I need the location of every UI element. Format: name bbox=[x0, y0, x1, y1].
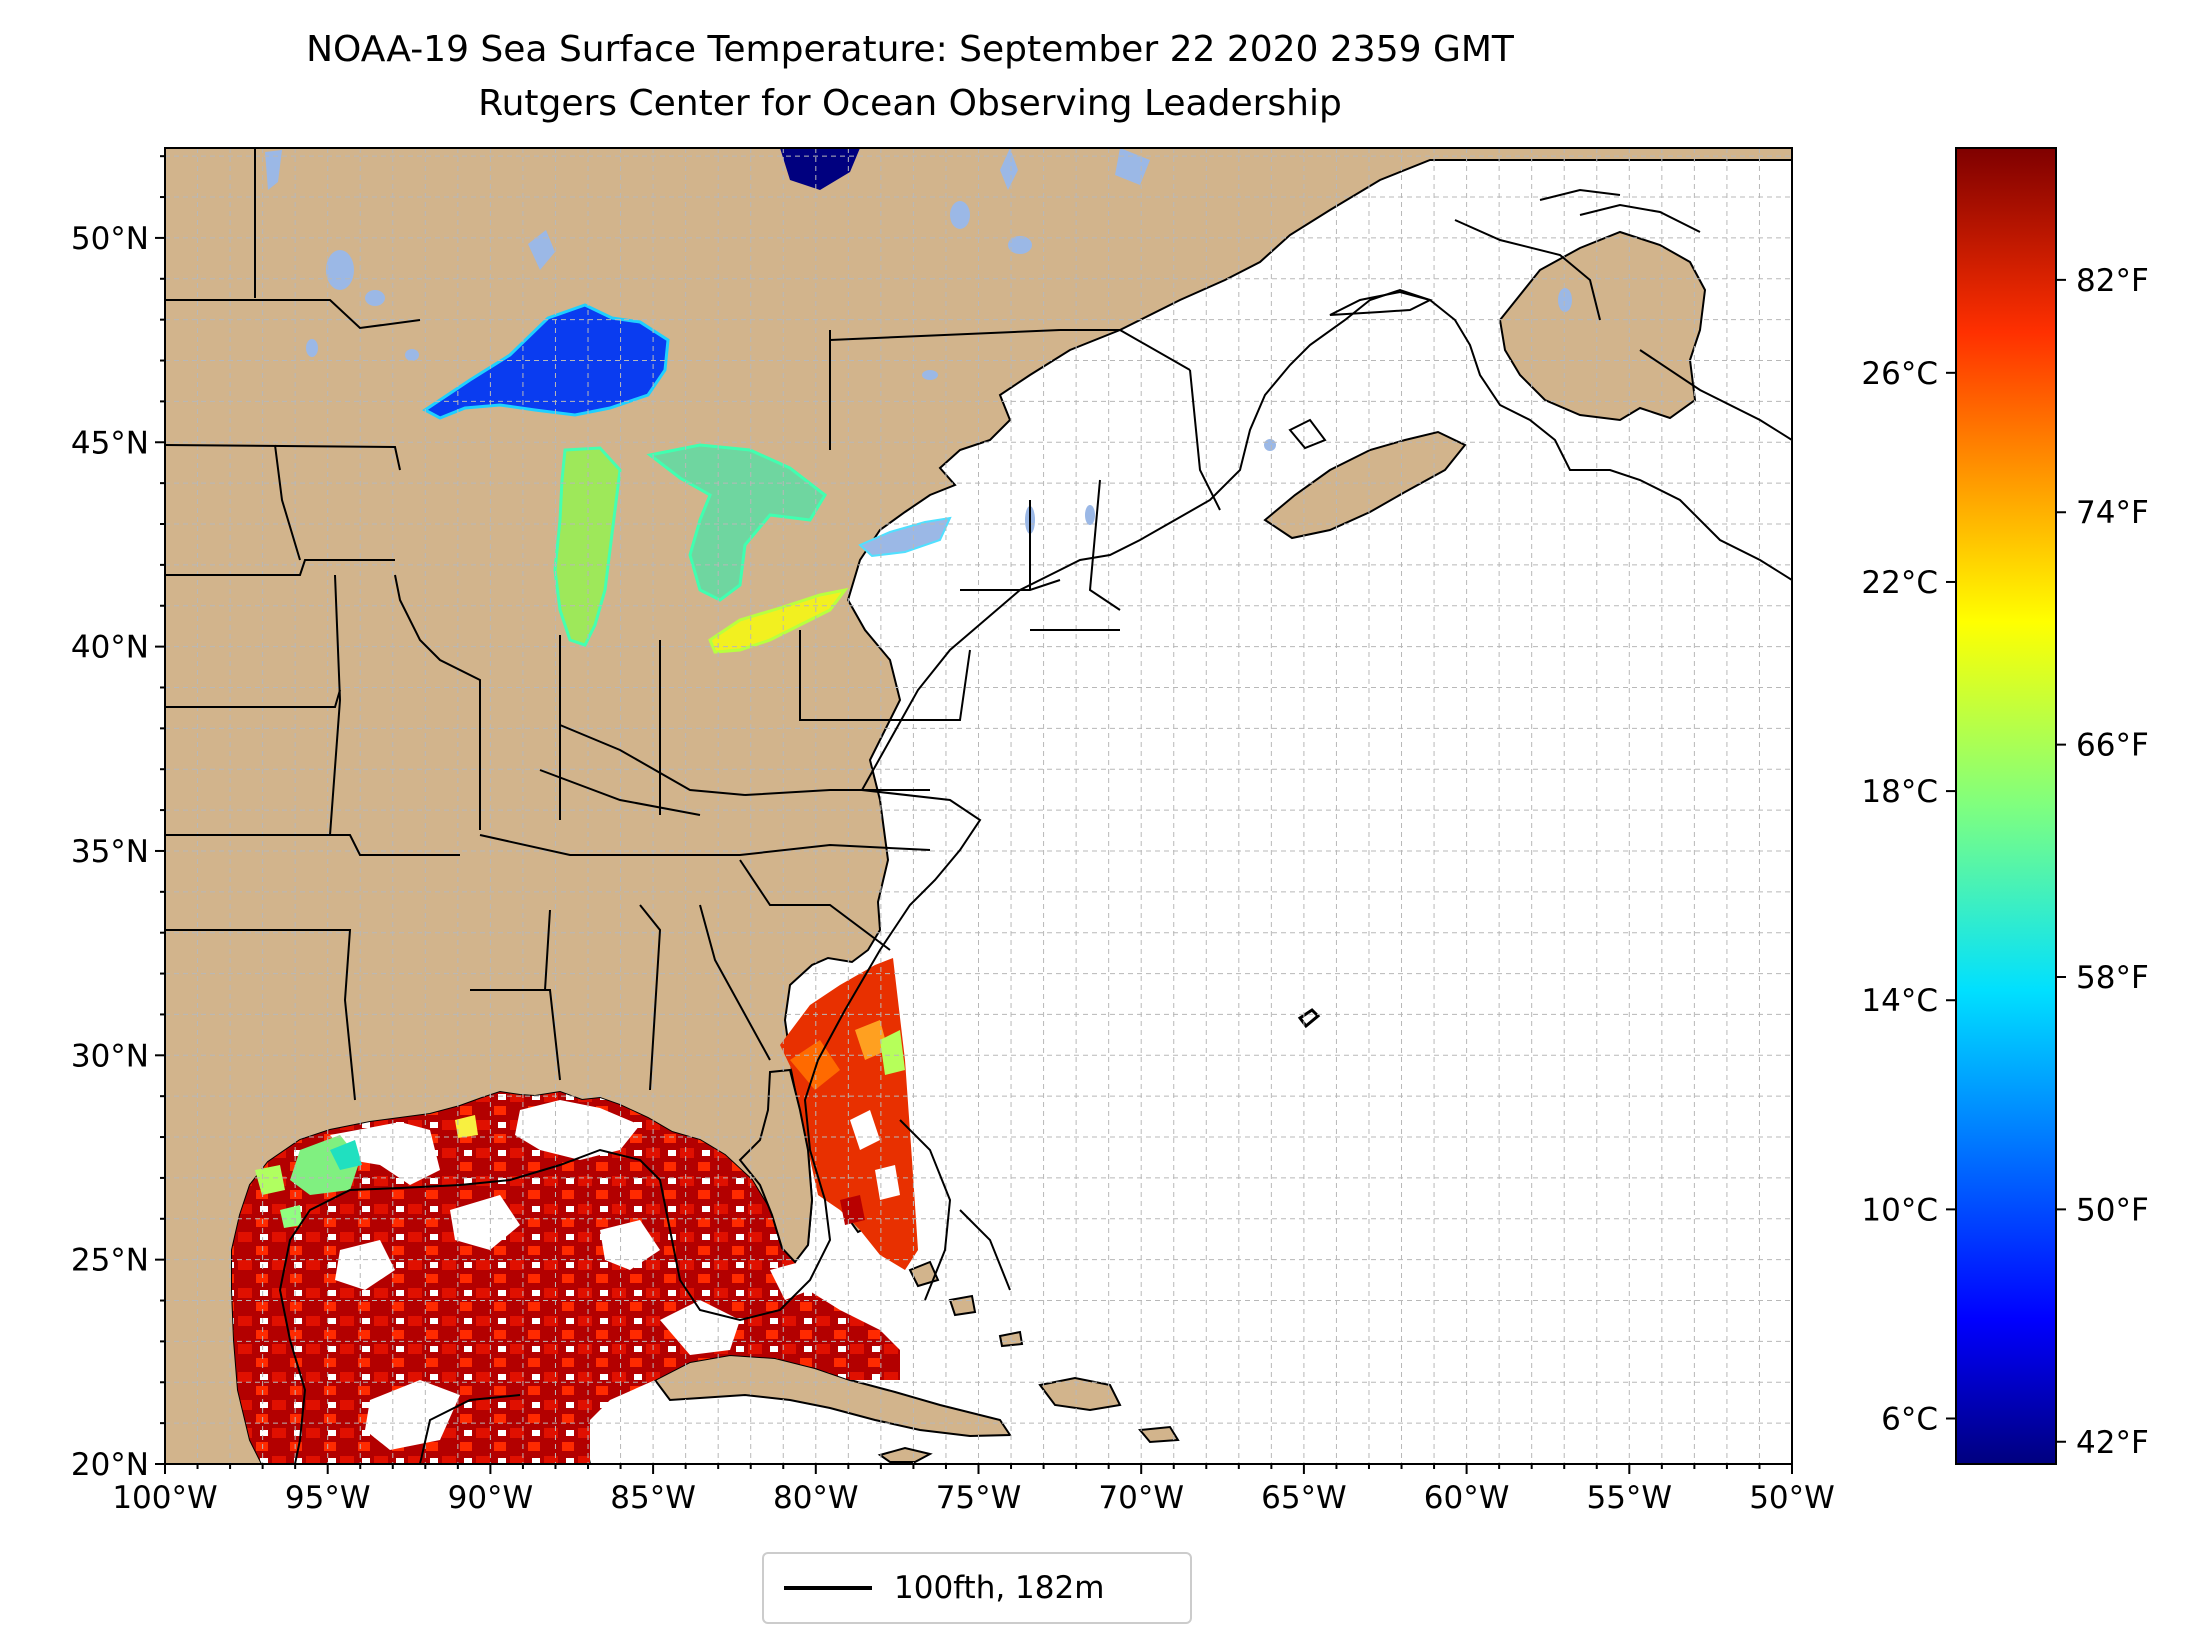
isobath-legend-swatch bbox=[784, 1586, 872, 1590]
longitude-tick-label: 85°W bbox=[610, 1480, 696, 1516]
land-puerto-rico bbox=[1138, 1425, 1180, 1444]
latitude-tick-label: 25°N bbox=[71, 1243, 149, 1279]
fahrenheit-tick-label: 66°F bbox=[2076, 728, 2149, 764]
celsius-tick-label: 10°C bbox=[1861, 1192, 1938, 1228]
longitude-tick-label: 50°W bbox=[1749, 1480, 1835, 1516]
map-subtitle: Rutgers Center for Ocean Observing Leade… bbox=[478, 83, 1342, 124]
hudson-bay bbox=[780, 148, 860, 190]
colorbar-fahrenheit-axis: 42°F 50°F 58°F 66°F 74°F 82°F bbox=[2056, 263, 2149, 1461]
land-hispaniola bbox=[1038, 1376, 1122, 1412]
longitude-tick-label: 90°W bbox=[448, 1480, 534, 1516]
land-florida bbox=[738, 1068, 814, 1264]
fahrenheit-tick-label: 82°F bbox=[2076, 263, 2149, 299]
plot-area bbox=[165, 148, 1792, 1464]
longitude-tick-label: 65°W bbox=[1261, 1480, 1347, 1516]
gulf-cloud-gaps bbox=[330, 1100, 810, 1450]
gulf-cool-patches bbox=[255, 1115, 478, 1228]
celsius-tick-label: 26°C bbox=[1861, 356, 1938, 392]
celsius-tick-label: 6°C bbox=[1881, 1402, 1938, 1438]
longitude-tick-label: 55°W bbox=[1586, 1480, 1672, 1516]
isobath-100fth bbox=[278, 219, 1792, 1464]
state-borders bbox=[165, 148, 1221, 1101]
longitude-tick-label: 60°W bbox=[1424, 1480, 1510, 1516]
land-nova-scotia bbox=[1263, 430, 1467, 540]
map-legend: 100fth, 182m bbox=[762, 1552, 1192, 1624]
longitude-tick-label: 75°W bbox=[936, 1480, 1022, 1516]
lake-michigan bbox=[553, 446, 622, 647]
longitude-tick-label: 80°W bbox=[773, 1480, 859, 1516]
celsius-tick-label: 14°C bbox=[1861, 983, 1938, 1019]
celsius-tick-label: 22°C bbox=[1861, 565, 1938, 601]
colorbar bbox=[1955, 147, 2057, 1465]
map-title: NOAA-19 Sea Surface Temperature: Septemb… bbox=[306, 29, 1514, 70]
latitude-tick-label: 35°N bbox=[71, 834, 149, 870]
colorbar-celsius-axis: 6°C 10°C 14°C 18°C 22°C 26°C bbox=[1861, 356, 1956, 1438]
canada-coast-detail bbox=[1288, 188, 1701, 450]
latitude-tick-label: 45°N bbox=[71, 425, 149, 461]
isobath-legend-label: 100fth, 182m bbox=[894, 1570, 1105, 1606]
fahrenheit-tick-label: 42°F bbox=[2076, 1425, 2149, 1461]
latitude-tick-label: 20°N bbox=[71, 1447, 149, 1483]
longitude-axis: 100°W 95°W 90°W 85°W 80°W 75°W 70°W 65°W 60°W 55°… bbox=[112, 1464, 1835, 1516]
lake-erie bbox=[708, 587, 849, 654]
fahrenheit-tick-label: 58°F bbox=[2076, 960, 2149, 996]
latitude-tick-label: 50°N bbox=[71, 221, 149, 257]
fahrenheit-tick-label: 50°F bbox=[2076, 1192, 2149, 1228]
gulf-sst bbox=[232, 1092, 900, 1464]
longitude-tick-label: 95°W bbox=[285, 1480, 371, 1516]
lake-ontario bbox=[858, 516, 952, 558]
lake-superior bbox=[422, 303, 670, 420]
latitude-axis: 20°N 25°N 30°N 35°N 40°N 45°N 50°N bbox=[71, 155, 165, 1483]
latitude-tick-label: 40°N bbox=[71, 630, 149, 666]
latitude-tick-label: 30°N bbox=[71, 1038, 149, 1074]
longitude-tick-label: 100°W bbox=[112, 1480, 217, 1516]
fahrenheit-tick-label: 74°F bbox=[2076, 495, 2149, 531]
celsius-tick-label: 18°C bbox=[1861, 774, 1938, 810]
land-jamaica bbox=[877, 1446, 933, 1463]
longitude-tick-label: 70°W bbox=[1098, 1480, 1184, 1516]
atlantic-sst-detail bbox=[790, 1020, 905, 1225]
